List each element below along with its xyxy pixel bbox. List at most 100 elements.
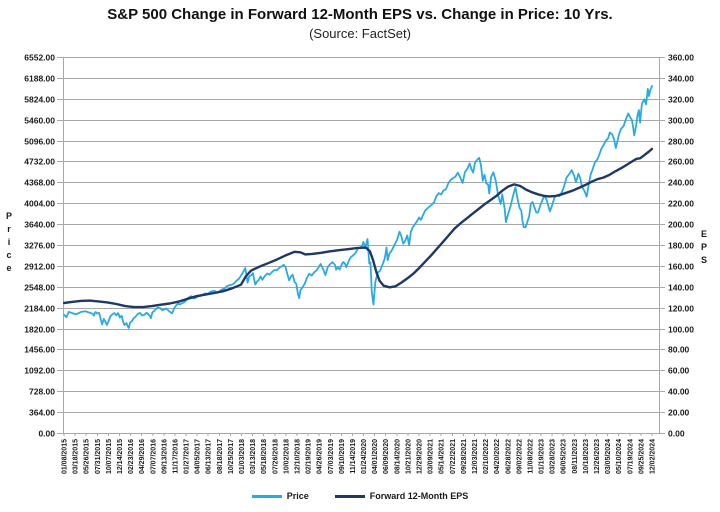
x-axis-tick-label: 09/13/2016: [161, 439, 168, 474]
y-right-tick-label: 300.00: [668, 116, 694, 126]
y-left-tick-label: 5460.00: [24, 116, 55, 126]
x-axis-tick-label: 03/28/2023: [550, 439, 557, 474]
y-left-tick-label: 3276.00: [24, 241, 55, 251]
y-left-tick-label: 6552.00: [24, 53, 55, 63]
x-axis-tick-label: 12/02/2024: [650, 439, 657, 474]
y-right-tick-label: 360.00: [668, 53, 694, 63]
x-axis-tick-label: 05/10/2024: [616, 439, 623, 474]
x-axis-tick-label: 06/28/2022: [505, 439, 512, 474]
y-right-tick-label: 0.00: [668, 429, 685, 439]
x-axis-tick-label: 10/02/2018: [283, 439, 290, 474]
x-axis-tick-label: 05/14/2021: [439, 439, 446, 474]
x-axis-tick-label: 03/09/2021: [428, 439, 435, 474]
x-axis-tick-label: 09/28/2021: [461, 439, 468, 474]
legend-label-price: Price: [286, 491, 309, 501]
x-axis-tick-label: 12/03/2021: [472, 439, 479, 474]
y-right-tick-label: 140.00: [668, 283, 694, 293]
y-right-tick-label: 60.00: [668, 366, 690, 376]
x-axis-tick-label: 12/10/2018: [294, 439, 301, 474]
y-left-tick-label: 4004.00: [24, 199, 55, 209]
x-axis-tick-label: 08/18/2017: [217, 439, 224, 474]
x-axis-tick-label: 09/10/2019: [339, 439, 346, 474]
x-axis-tick-label: 06/05/2023: [561, 439, 568, 474]
y-left-axis-title-letter: P: [6, 211, 12, 221]
price-series-line: [63, 85, 653, 329]
y-left-tick-label: 4368.00: [24, 178, 55, 188]
x-axis-tick-label: 01/03/2018: [239, 439, 246, 474]
x-axis-tick-label: 04/20/2022: [494, 439, 501, 474]
y-left-tick-label: 6188.00: [24, 74, 55, 84]
y-left-tick-label: 1092.00: [24, 366, 55, 376]
price-line-swatch: [251, 494, 282, 498]
x-axis-tick-label: 12/26/2023: [594, 439, 601, 474]
x-axis-tick-label: 02/19/2019: [306, 439, 313, 474]
legend: Price Forward 12-Month EPS: [0, 491, 720, 501]
x-axis-tick-label: 12/29/2020: [417, 439, 424, 474]
y-left-tick-label: 5096.00: [24, 137, 55, 147]
x-axis-tick-label: 07/26/2018: [272, 439, 279, 474]
y-right-tick-label: 180.00: [668, 241, 694, 251]
y-right-tick-label: 20.00: [668, 408, 690, 418]
y-right-tick-label: 80.00: [668, 345, 690, 355]
y-right-axis-title-letter: E: [701, 229, 707, 239]
x-axis-tick-label: 10/07/2015: [106, 439, 113, 474]
y-right-tick-label: 260.00: [668, 157, 694, 167]
x-axis-tick-label: 03/18/2015: [73, 439, 80, 474]
eps-line-swatch: [334, 494, 365, 498]
y-left-axis-title-letter: i: [8, 237, 11, 247]
x-axis-tick-label: 07/22/2021: [450, 439, 457, 474]
x-axis-tick-label: 04/05/2017: [195, 439, 202, 474]
y-left-tick-label: 4732.00: [24, 157, 55, 167]
x-axis-tick-label: 02/23/2016: [128, 439, 135, 474]
x-axis-tick-label: 07/07/2016: [150, 439, 157, 474]
legend-item-eps: Forward 12-Month EPS: [334, 491, 469, 501]
y-right-tick-label: 40.00: [668, 387, 690, 397]
y-left-axis-title-letter: e: [6, 263, 11, 273]
x-axis-tick-label: 01/19/2023: [539, 439, 546, 474]
y-left-axis-title-letter: c: [6, 250, 11, 260]
x-axis-tick-label: 10/21/2020: [405, 439, 412, 474]
y-right-tick-label: 340.00: [668, 74, 694, 84]
y-right-axis-title-letter: P: [701, 242, 707, 252]
y-right-tick-label: 240.00: [668, 178, 694, 188]
x-axis-tick-label: 07/03/2019: [328, 439, 335, 474]
y-left-axis-title-letter: r: [7, 224, 11, 234]
x-axis-tick-label: 05/26/2015: [84, 439, 91, 474]
x-axis-tick-label: 04/26/2019: [317, 439, 324, 474]
x-axis-tick-label: 03/13/2018: [250, 439, 257, 474]
x-axis-tick-label: 02/10/2022: [483, 439, 490, 474]
y-left-tick-label: 0.00: [38, 429, 55, 439]
y-right-tick-label: 160.00: [668, 262, 694, 272]
x-axis-tick-label: 04/29/2016: [139, 439, 146, 474]
y-right-tick-label: 320.00: [668, 95, 694, 105]
y-right-tick-label: 280.00: [668, 137, 694, 147]
x-axis-tick-label: 03/05/2024: [605, 439, 612, 474]
chart-subtitle: (Source: FactSet): [309, 26, 411, 41]
y-right-tick-label: 120.00: [668, 304, 694, 314]
x-axis-tick-label: 01/27/2017: [184, 439, 191, 474]
y-left-tick-label: 1456.00: [24, 345, 55, 355]
y-right-tick-label: 200.00: [668, 220, 694, 230]
chart-title: S&P 500 Change in Forward 12-Month EPS v…: [107, 6, 613, 23]
x-axis-tick-label: 11/14/2019: [350, 439, 357, 474]
x-axis-tick-label: 06/13/2017: [206, 439, 213, 474]
x-axis-tick-label: 11/17/2016: [172, 439, 179, 474]
eps-series-line: [62, 147, 654, 309]
x-axis-tick-label: 04/01/2020: [372, 439, 379, 474]
y-left-tick-label: 3640.00: [24, 220, 55, 230]
y-left-tick-label: 2548.00: [24, 283, 55, 293]
y-left-tick-label: 364.00: [29, 408, 55, 418]
y-left-tick-label: 2912.00: [24, 262, 55, 272]
x-axis-tick-label: 06/09/2020: [383, 439, 390, 474]
y-right-tick-label: 100.00: [668, 325, 694, 335]
legend-label-eps: Forward 12-Month EPS: [369, 491, 469, 501]
y-left-tick-label: 728.00: [29, 387, 55, 397]
x-axis-tick-label: 10/18/2023: [583, 439, 590, 474]
x-axis-tick-label: 08/14/2020: [394, 439, 401, 474]
x-axis-tick-label: 09/02/2022: [516, 439, 523, 474]
x-axis-tick-label: 07/31/2015: [95, 439, 102, 474]
x-axis-tick-label: 12/14/2015: [117, 439, 124, 474]
x-axis-tick-label: 05/18/2018: [261, 439, 268, 474]
x-axis-tick-label: 08/11/2023: [572, 439, 579, 474]
